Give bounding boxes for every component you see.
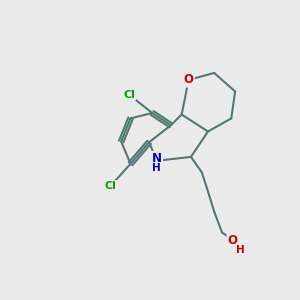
Text: H: H [236,245,245,255]
Text: O: O [228,233,238,247]
Text: O: O [184,74,194,86]
Text: Cl: Cl [104,181,116,191]
Text: Cl: Cl [123,89,135,100]
Text: H: H [152,164,161,173]
Text: N: N [152,152,162,165]
